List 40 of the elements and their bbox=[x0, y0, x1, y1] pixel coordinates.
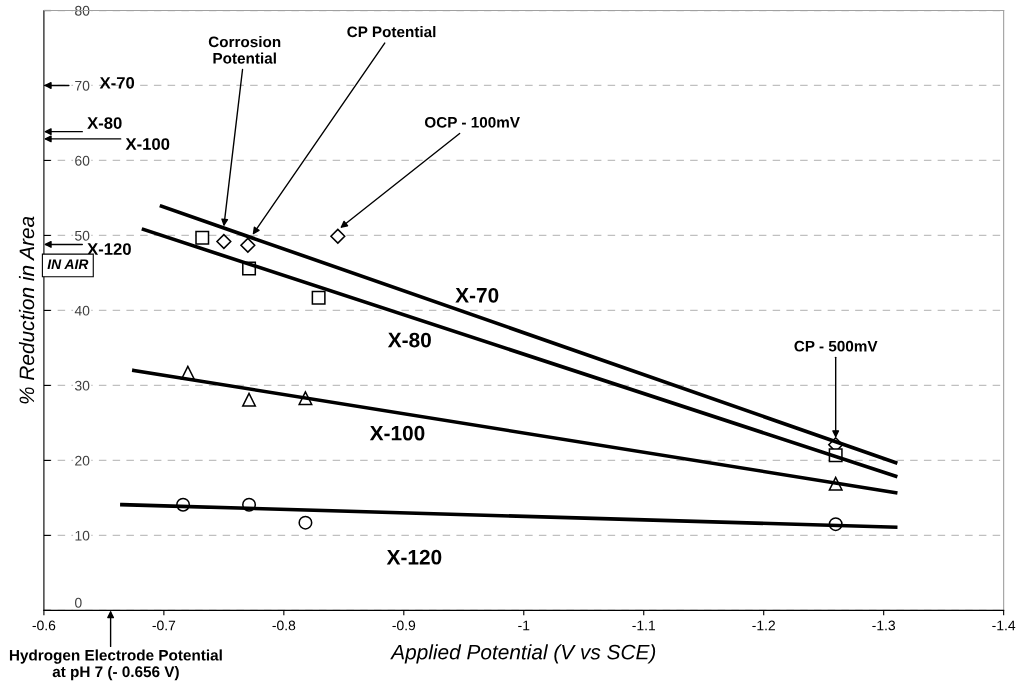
y-tick-label: 20 bbox=[75, 455, 90, 466]
point bbox=[216, 233, 232, 250]
annotation: Corrosion Potential bbox=[208, 36, 281, 64]
annotation: IN AIR bbox=[47, 259, 89, 270]
x-axis-title: Applied Potential (V vs SCE) bbox=[390, 644, 656, 664]
x-tick-label: -0.6 bbox=[32, 620, 56, 631]
x-tick-label: -0.7 bbox=[152, 620, 176, 631]
text: Hydrogen Electrode Potential at pH 7 (- 0.656 V) bbox=[9, 649, 222, 681]
y-tick-label: 40 bbox=[74, 305, 90, 316]
annotation: OCP - 100mV bbox=[424, 116, 520, 128]
annotation: X-120 bbox=[87, 243, 131, 255]
x-tick-label: -1.3 bbox=[872, 620, 896, 631]
x-tick-label: -1.4 bbox=[992, 620, 1016, 631]
y-tick-label: 10 bbox=[75, 530, 90, 541]
x-tick-label: -1.1 bbox=[632, 620, 656, 631]
point bbox=[195, 230, 210, 245]
annotation: CP Potential bbox=[347, 26, 436, 38]
series-label: X-80 bbox=[387, 332, 431, 348]
annotation: X-80 bbox=[87, 117, 122, 129]
y-tick-label: 60 bbox=[75, 155, 90, 166]
x-tick-label: -1 bbox=[518, 620, 530, 631]
y-tick-label: 70 bbox=[75, 80, 90, 91]
annotation: X-100 bbox=[125, 138, 170, 150]
point bbox=[311, 290, 326, 305]
annotation: CP - 500mV bbox=[794, 340, 878, 352]
series-label: X-120 bbox=[386, 549, 442, 565]
series-label: X-100 bbox=[369, 425, 425, 441]
point bbox=[240, 237, 256, 253]
point bbox=[242, 392, 257, 407]
x-tick-label: -0.8 bbox=[272, 620, 296, 631]
point bbox=[330, 228, 346, 244]
y-tick-label: 0 bbox=[75, 597, 82, 608]
point bbox=[298, 515, 313, 530]
series-label: X-70 bbox=[455, 287, 499, 303]
y-tick-label: 30 bbox=[74, 380, 90, 391]
annotation: X-70 bbox=[99, 76, 135, 89]
y-axis-title: % Reduction in Area bbox=[18, 216, 35, 404]
y-tick-label: 50 bbox=[75, 230, 90, 241]
x-tick-label: -1.2 bbox=[752, 620, 775, 631]
x-tick-label: -0.9 bbox=[392, 620, 416, 631]
